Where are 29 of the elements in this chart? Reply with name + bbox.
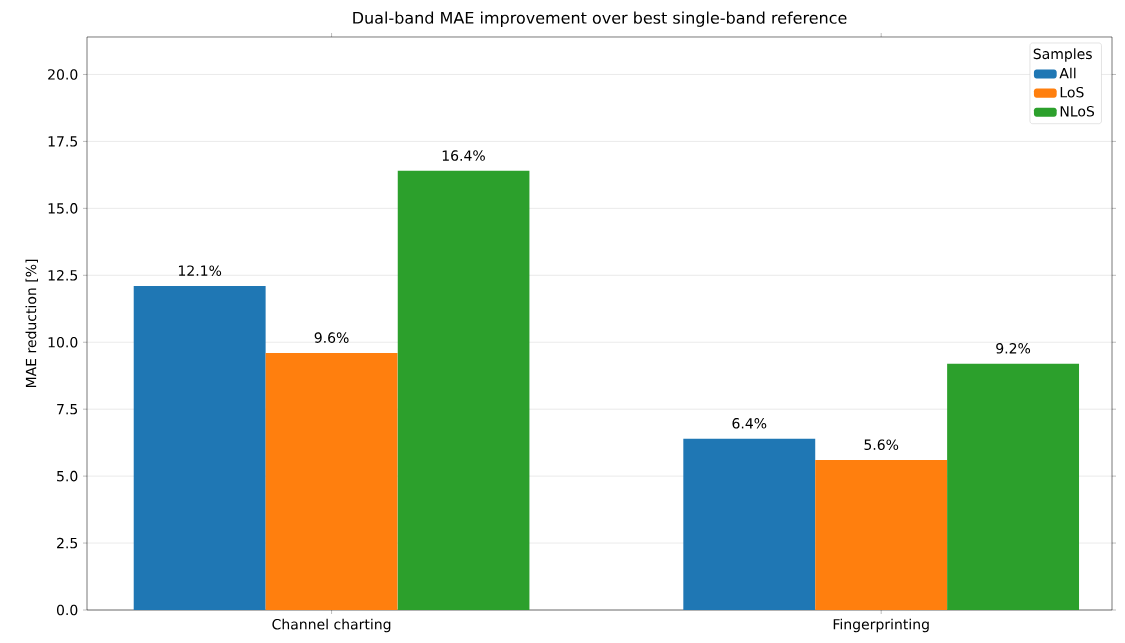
- legend-label: LoS: [1060, 86, 1084, 98]
- data-label: 16.4%: [442, 150, 485, 161]
- bar: [947, 363, 1080, 610]
- y-tick-label: 15.0: [48, 203, 78, 214]
- y-tick-label: 20.0: [48, 69, 78, 80]
- y-tick-label: 7.5: [57, 403, 78, 415]
- y-tick-label: 10.0: [48, 336, 78, 348]
- bar: [133, 286, 266, 610]
- bar: [397, 170, 530, 610]
- data-label: 6.4%: [732, 418, 767, 429]
- y-tick-label: 5.0: [57, 470, 78, 482]
- x-tick-label: Fingerprinting: [833, 618, 929, 633]
- bar: [683, 438, 816, 610]
- y-tick-label: 12.5: [48, 270, 78, 281]
- y-tick-label: 0.0: [56, 604, 78, 616]
- y-axis-title: MAE reduction [%]: [25, 259, 38, 388]
- data-label: 12.1%: [178, 265, 222, 276]
- legend-label: All: [1059, 67, 1076, 79]
- data-label: 9.2%: [996, 343, 1031, 354]
- y-tick-label: 2.5: [57, 537, 78, 549]
- legend-label: NLoS: [1060, 105, 1095, 117]
- data-label: 5.6%: [864, 439, 899, 450]
- x-tick-label: Channel charting: [272, 618, 391, 633]
- y-tick-label: 17.5: [48, 136, 78, 147]
- bar: [265, 352, 398, 610]
- chart-title: Dual-band MAE improvement over best single-band reference: [353, 11, 847, 27]
- legend-title: Samples: [1033, 48, 1092, 62]
- bar: [815, 460, 948, 610]
- data-label: 9.6%: [314, 332, 349, 343]
